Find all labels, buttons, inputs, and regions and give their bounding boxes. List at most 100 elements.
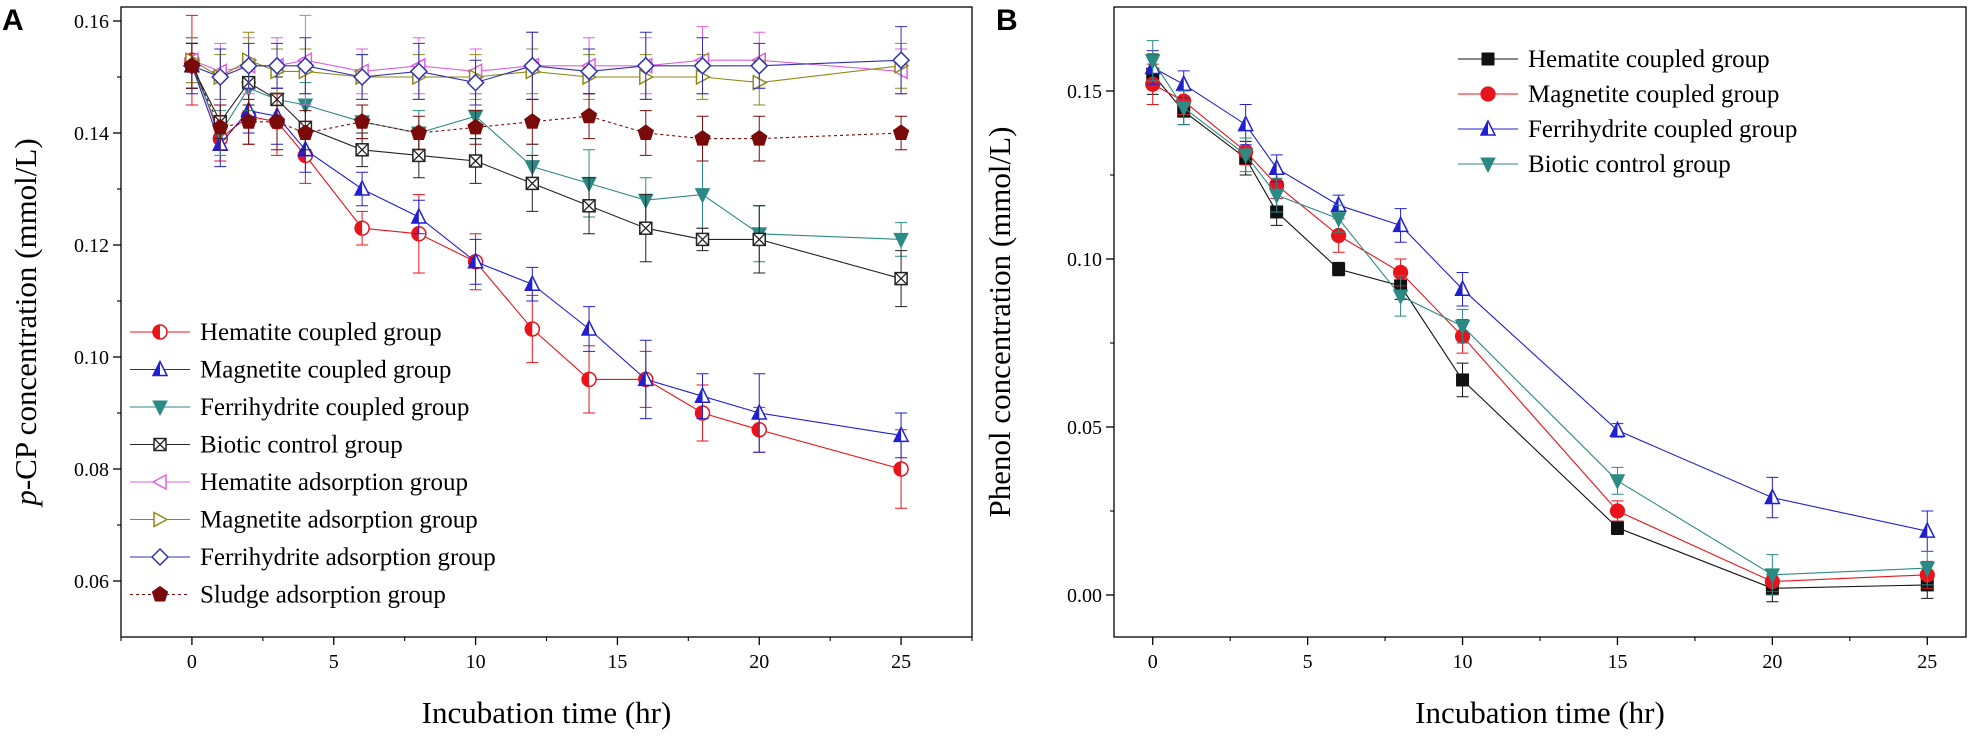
data-point (1175, 101, 1192, 117)
legend-item-sludge-adsorption-group: Sludge adsorption group (130, 582, 446, 609)
data-point (353, 113, 371, 129)
series-hematite-adsorption-group (183, 14, 908, 106)
data-point (1237, 148, 1254, 164)
data-point (636, 56, 655, 75)
data-point-fill (298, 141, 306, 156)
data-point (467, 252, 484, 269)
legend-label: Biotic control group (1528, 151, 1731, 178)
data-point (580, 107, 598, 124)
data-point (1609, 503, 1626, 519)
data-point (580, 319, 598, 336)
data-point (694, 129, 711, 146)
data-point-cross (752, 232, 766, 246)
data-point-cross (412, 148, 426, 162)
data-point-cross (639, 221, 653, 235)
legend-label: Ferrihydrite coupled group (1528, 116, 1797, 143)
legend-marker-cross (153, 438, 167, 451)
data-point-fill (1176, 76, 1184, 91)
legend-item-hematite-adsorption-group: Hematite adsorption group (130, 469, 468, 496)
x-tick-label: 5 (1303, 651, 1313, 673)
legend-marker-fill (1481, 121, 1488, 135)
y-tick-label: 0.06 (74, 571, 109, 593)
data-point (524, 321, 541, 337)
data-point (240, 113, 257, 129)
y-tick-label: 0.05 (1067, 417, 1102, 439)
data-point-fill (1331, 197, 1339, 212)
x-tick-label: 20 (1762, 651, 1782, 673)
data-point (892, 51, 911, 70)
data-point (694, 386, 711, 403)
data-point-fill (525, 322, 533, 336)
legend-label: Sludge adsorption group (200, 582, 446, 609)
data-point (183, 57, 201, 73)
data-point (893, 232, 909, 249)
data-point-cross (525, 176, 539, 190)
data-point (353, 67, 372, 87)
panel-label: B (996, 4, 1018, 37)
data-point (1764, 568, 1781, 584)
x-axis-title: Incubation time (hr) (422, 695, 672, 730)
x-tick-label: 25 (891, 651, 911, 673)
legend-item-hematite-coupled-group: Hematite coupled group (1458, 46, 1770, 73)
data-point-fill (582, 321, 590, 335)
series-line (191, 65, 902, 140)
data-point (637, 369, 654, 387)
x-tick-label: 0 (187, 651, 197, 673)
legend-item-biotic-control-group: Biotic control group (1458, 151, 1731, 178)
data-point (579, 62, 599, 81)
legend-label: Hematite coupled group (1528, 46, 1770, 73)
data-point (467, 118, 484, 135)
data-point (412, 148, 426, 163)
series-line (191, 65, 902, 280)
data-point (409, 62, 428, 81)
legend-marker (1480, 86, 1496, 102)
data-point (694, 188, 711, 204)
x-tick-label: 5 (329, 651, 339, 673)
legend-label: Hematite coupled group (200, 319, 442, 346)
series-line (1152, 73, 1928, 589)
data-point (1454, 319, 1471, 336)
data-point (639, 221, 653, 235)
data-point (695, 232, 710, 247)
data-point-fill (213, 136, 221, 151)
data-point-cross (355, 143, 369, 157)
data-point (524, 274, 541, 291)
data-point (752, 232, 766, 247)
data-point-fill (752, 422, 760, 437)
panel-b-chart: 0 5 10 15 20 25 0.00 0.05 0.10 0.15 Incubation tim… (982, 4, 1967, 730)
y-tick-label: 0.12 (74, 235, 109, 257)
y-axis-title-italic: p (8, 490, 43, 508)
legend-marker-fill (153, 325, 160, 339)
data-point (525, 176, 540, 191)
data-point (751, 129, 768, 146)
data-point-fill (355, 181, 363, 195)
panel-a-chart: 0 5 10 15 20 25 0.06 0.08 0.10 0.12 0.14 0.16 Incuba… (2, 4, 973, 730)
data-point (1268, 158, 1285, 176)
data-point (1764, 487, 1781, 505)
y-axis-title-text: Phenol concentration (mmol/L) (982, 127, 1017, 518)
data-point-fill (1455, 281, 1463, 296)
series-biotic-control-group (1144, 40, 1936, 596)
data-point (353, 179, 371, 196)
x-tick-label: 15 (1607, 651, 1627, 673)
legend-marker (1480, 157, 1496, 174)
legend-marker (153, 511, 169, 528)
legend-label: Magnetite adsorption group (200, 507, 478, 534)
y-tick-label: 0.08 (74, 459, 109, 481)
data-point (267, 56, 287, 75)
y-axis-title: Phenol concentration (mmol/L) (982, 127, 1017, 518)
legend-marker-fill (153, 361, 160, 376)
data-point (693, 56, 712, 75)
data-point-fill (411, 209, 419, 223)
series-magnetite-coupled-group (1145, 63, 1935, 593)
data-point-fill (1920, 523, 1928, 538)
data-point (750, 56, 769, 75)
panel-label: A (2, 4, 24, 37)
data-point (1609, 420, 1626, 438)
data-point-fill (638, 371, 646, 386)
data-point (523, 56, 542, 75)
y-tick-label: 0.10 (74, 347, 109, 369)
data-point (268, 113, 286, 129)
data-point-fill (1269, 160, 1277, 175)
series-sludge-adsorption-group (183, 42, 910, 162)
